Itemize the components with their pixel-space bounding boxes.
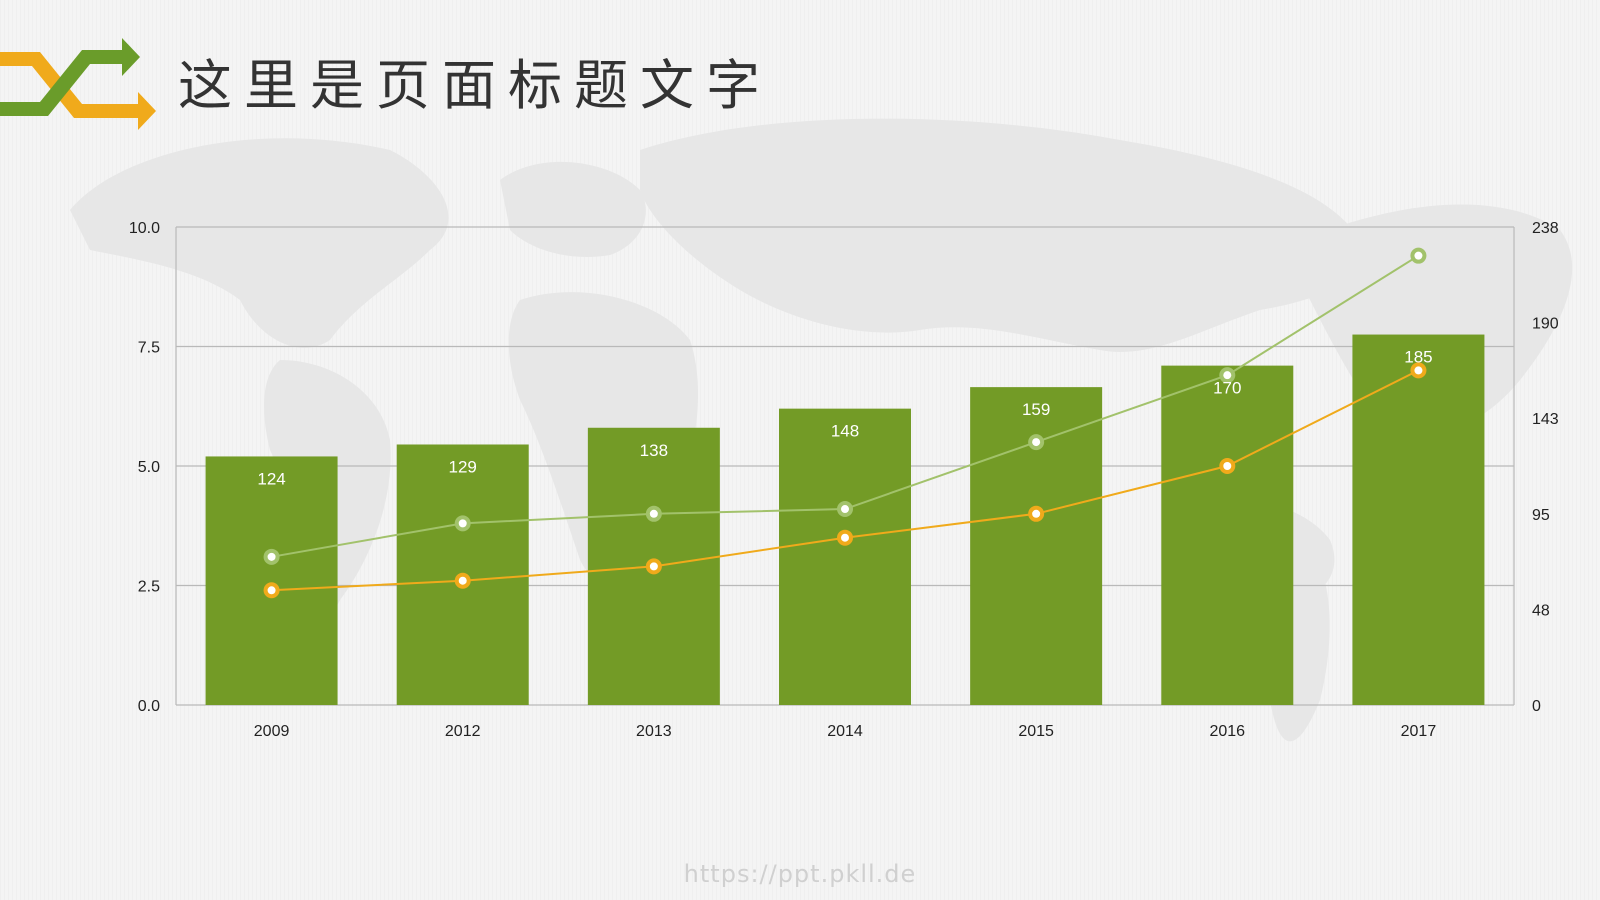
x-axis-tick-label: 2013 <box>636 723 672 740</box>
bar-series <box>205 334 1485 705</box>
x-axis-tick-label: 2012 <box>445 723 481 740</box>
bar-data-label: 124 <box>257 469 285 488</box>
footer-url: https://ppt.pkll.de <box>683 860 917 888</box>
page-title: 这里是页面标题文字 <box>178 54 772 117</box>
bar-data-label: 148 <box>831 422 859 441</box>
bar <box>779 408 911 705</box>
series-point-center <box>458 519 467 528</box>
series-point-center <box>649 562 658 571</box>
right-axis-tick-label: 0 <box>1532 698 1541 715</box>
bar <box>1161 365 1294 705</box>
series-point-center <box>1414 366 1423 375</box>
series-point-center <box>841 505 849 514</box>
right-axis-tick-label: 48 <box>1532 602 1550 619</box>
left-axis-tick-label: 0.0 <box>138 698 160 715</box>
bar-data-label: 129 <box>449 457 477 476</box>
left-axis-tick-label: 7.5 <box>138 340 160 357</box>
right-axis-tick-label: 238 <box>1532 220 1559 237</box>
bar-data-label: 159 <box>1022 400 1050 419</box>
series-point-center <box>1414 251 1423 260</box>
bar-data-label: 185 <box>1404 348 1432 367</box>
x-axis-tick-label: 2016 <box>1209 723 1245 740</box>
x-axis-tick-label: 2009 <box>254 723 290 740</box>
crossing-arrows-icon <box>0 38 156 130</box>
data-labels: 124 129 138 148 159 170 185 <box>257 348 1432 489</box>
series-point-center <box>649 509 658 518</box>
series-point-center <box>1223 462 1232 470</box>
line-series <box>263 247 1427 599</box>
x-axis-tick-label: 2017 <box>1401 723 1437 740</box>
left-axis-tick-label: 5.0 <box>138 459 160 476</box>
series-point-center <box>267 552 276 561</box>
series-point-center <box>1223 371 1232 380</box>
series-point-center <box>267 586 276 595</box>
series-point-center <box>1032 438 1041 447</box>
bar <box>205 456 338 705</box>
bar-data-label: 138 <box>640 441 668 460</box>
bar-data-label: 170 <box>1213 379 1241 398</box>
x-axis-tick-label: 2015 <box>1018 723 1054 740</box>
series-point-center <box>841 533 849 542</box>
series-point-center <box>1032 509 1041 518</box>
x-axis-tick-label: 2014 <box>827 723 863 740</box>
bar <box>1352 334 1485 705</box>
right-axis-tick-label: 143 <box>1532 411 1559 428</box>
right-axis-tick-label: 190 <box>1532 316 1559 333</box>
axes: 0.0 2.5 5.0 7.5 10.0 0 48 95 143 190 238 2009 2012 20… <box>129 220 1559 740</box>
left-axis-tick-label: 10.0 <box>129 220 160 237</box>
series-point-center <box>458 576 467 585</box>
left-axis-tick-label: 2.5 <box>138 579 160 596</box>
right-axis-tick-label: 95 <box>1532 507 1550 524</box>
